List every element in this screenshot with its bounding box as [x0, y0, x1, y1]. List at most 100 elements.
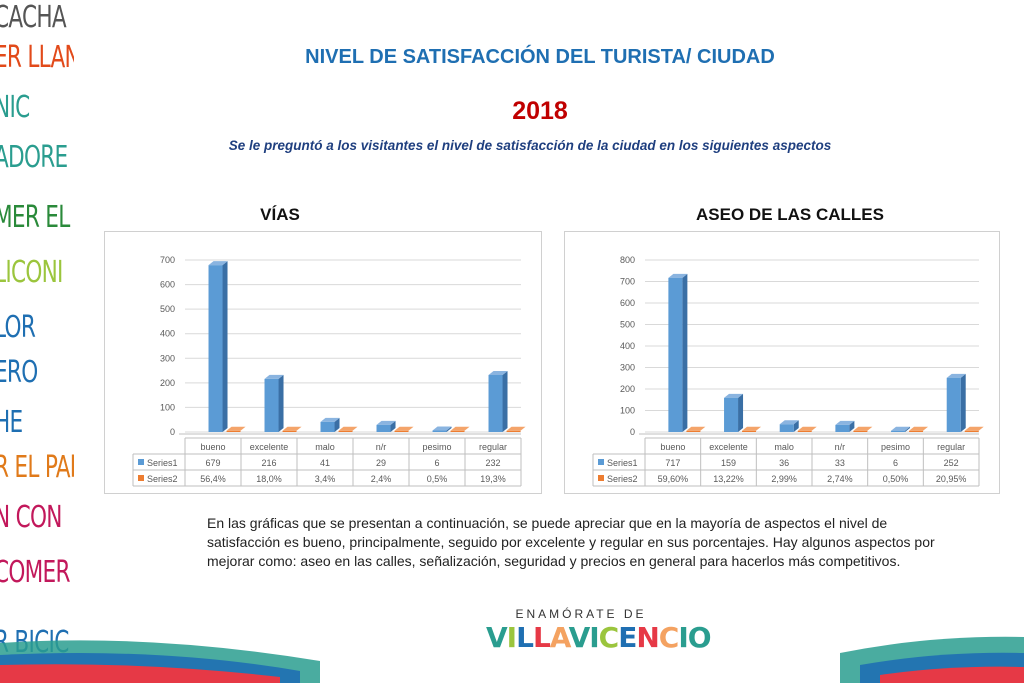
bar-series2-top: [394, 426, 414, 431]
bar-series1-side: [905, 426, 911, 432]
bar-series2-top: [506, 426, 526, 431]
data-value-label: 159: [721, 458, 736, 468]
series-name-label: Series1: [147, 458, 178, 468]
data-value-label: 2,99%: [771, 474, 797, 484]
bar-series2: [338, 430, 353, 432]
chart-vias: 0 100 200 300 400 500 600 700 bueno excelente malo…: [104, 231, 542, 494]
data-value-label: 3,4%: [315, 474, 336, 484]
bar-series2-top: [964, 426, 984, 431]
bar-series1-top: [946, 373, 966, 378]
data-value-label: 29: [376, 458, 386, 468]
bar-series1-side: [682, 273, 688, 432]
data-value-label: 232: [485, 458, 500, 468]
category-label: pesimo: [422, 442, 451, 452]
category-label: excelente: [250, 442, 289, 452]
decorative-waves: [0, 636, 1024, 683]
bar-series2-top: [909, 426, 929, 431]
bar-series1-top: [264, 374, 284, 379]
bar-series1: [724, 397, 739, 432]
data-value-label: 18,0%: [256, 474, 282, 484]
chart-aseo: 0 100 200 300 400 500 600 700 800 bueno excelente m…: [564, 231, 1000, 494]
bar-series1-side: [390, 420, 396, 432]
logo-letter: L: [532, 621, 551, 654]
logo-letter: O: [687, 621, 712, 654]
y-tick-label: 500: [160, 304, 175, 314]
bar-series1-top: [779, 420, 799, 425]
bar-series2: [282, 430, 297, 432]
bar-series2-top: [338, 426, 358, 431]
sidebar-word: ER LLAN: [0, 40, 74, 75]
chart-title-vias: VÍAS: [260, 205, 300, 224]
page-title: NIVEL DE SATISFACCIÓN DEL TURISTA/ CIUDA…: [305, 46, 775, 68]
series-name-label: Series2: [147, 474, 178, 484]
explanatory-paragraph: En las gráficas que se presentan a conti…: [207, 515, 935, 569]
decorative-word-sidebar: CACHA ER LLAN NIC ADORE MER EL F LICONI LOR ERO…: [0, 0, 74, 683]
year-heading: 2018: [512, 97, 568, 125]
category-label: regular: [937, 442, 965, 452]
sidebar-word: NIC: [0, 90, 30, 125]
data-value-label: 20,95%: [936, 474, 967, 484]
y-tick-label: 0: [630, 427, 635, 437]
bar-series2-top: [797, 426, 817, 431]
bar-series1-side: [446, 426, 452, 432]
bar-series1: [432, 430, 447, 432]
sidebar-word: MER EL F: [0, 200, 74, 235]
bar-series1-top: [376, 420, 396, 425]
logo-letter: L: [516, 621, 534, 654]
series-name-label: Series1: [607, 458, 638, 468]
bar-series1: [488, 374, 503, 432]
y-tick-label: 200: [160, 378, 175, 388]
chart-vias-svg: 0 100 200 300 400 500 600 700 bueno excelente malo…: [132, 255, 526, 487]
bar-series1-top: [668, 273, 688, 278]
category-label: n/r: [376, 442, 387, 452]
y-tick-label: 300: [160, 353, 175, 363]
data-value-label: 13,22%: [713, 474, 744, 484]
data-value-label: 2,74%: [827, 474, 853, 484]
bar-series1-side: [738, 393, 744, 432]
bar-series2: [450, 430, 465, 432]
sidebar-word: HE: [0, 405, 23, 440]
y-tick-label: 700: [160, 255, 175, 265]
villavicencio-logo: ENAMÓRATE DE VILLAVICENCIO: [486, 607, 712, 659]
chart-aseo-svg: 0 100 200 300 400 500 600 700 800 bueno excelente m…: [592, 255, 984, 487]
bar-series1-top: [891, 426, 911, 431]
bar-series1-top: [208, 261, 228, 266]
sidebar-word: R EL PARÇ: [0, 450, 74, 485]
data-value-label: 56,4%: [200, 474, 226, 484]
sidebar-word: LOR: [0, 310, 36, 345]
y-tick-label: 800: [620, 255, 635, 265]
logo-letter: V: [486, 621, 508, 654]
data-value-label: 252: [944, 458, 959, 468]
bar-series1: [779, 424, 794, 432]
bar-series2-top: [686, 426, 706, 431]
bar-series2: [742, 430, 757, 432]
bar-series1-top: [432, 426, 452, 431]
bar-series1: [891, 430, 906, 432]
y-tick-label: 0: [170, 427, 175, 437]
data-value-label: 41: [320, 458, 330, 468]
logo-tagline: ENAMÓRATE DE: [515, 607, 647, 621]
logo-letter: V: [568, 621, 591, 654]
data-value-label: 216: [261, 458, 276, 468]
bar-series2: [506, 430, 521, 432]
y-tick-label: 400: [160, 329, 175, 339]
sidebar-word: CACHA: [0, 0, 67, 35]
category-label: regular: [479, 442, 507, 452]
bar-series1-top: [320, 417, 340, 422]
legend-key: [598, 459, 604, 465]
bar-series1: [946, 377, 961, 432]
data-value-label: 19,3%: [480, 474, 506, 484]
y-tick-label: 200: [620, 384, 635, 394]
bar-series2: [853, 430, 868, 432]
bar-series2-top: [450, 426, 470, 431]
y-tick-label: 100: [160, 402, 175, 412]
legend-key: [138, 459, 144, 465]
bar-series2-top: [226, 426, 246, 431]
category-label: pesimo: [881, 442, 910, 452]
category-label: bueno: [660, 442, 685, 452]
data-table: bueno excelente malo n/r pesimo regular Series…: [132, 437, 522, 487]
bar-series1-side: [502, 370, 508, 432]
logo-letter: C: [598, 621, 620, 654]
logo-letter: C: [658, 621, 680, 654]
category-label: malo: [774, 442, 794, 452]
